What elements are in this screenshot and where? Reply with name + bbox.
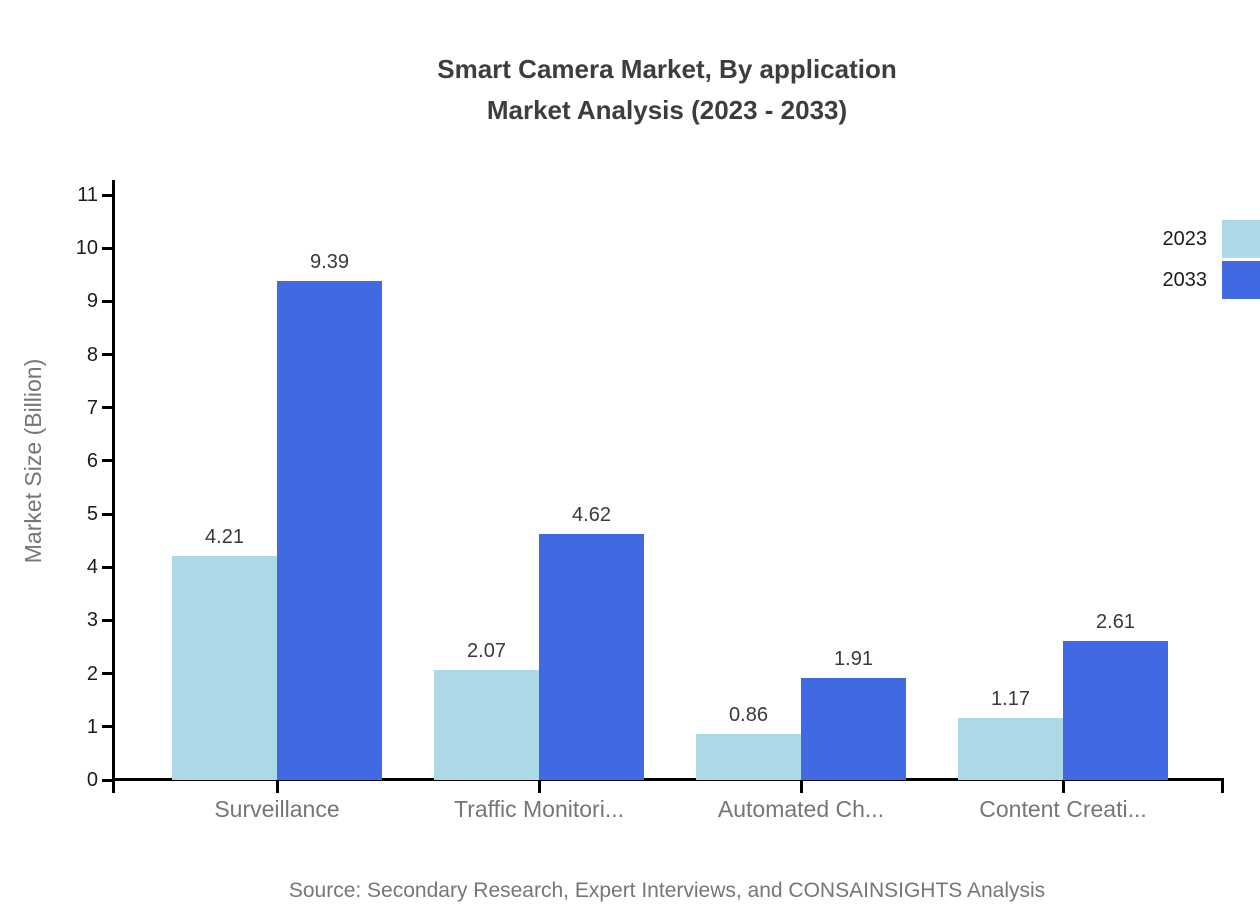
x-axis-tick [799,780,803,793]
y-axis-tick-label: 11 [77,184,98,206]
bar-2023-0 [172,556,277,780]
y-axis-tick [102,512,112,516]
legend-swatch-2033 [1222,261,1260,299]
legend-label-2033: 2033 [1162,269,1208,291]
bar-value-label: 0.86 [729,704,768,727]
bar-value-label: 2.07 [467,639,506,662]
bar-2023-3 [958,717,1063,780]
legend-item-2033: 2033 [1040,261,1260,299]
legend-swatch-2023 [1222,220,1260,258]
y-axis-tick-label: 3 [86,609,98,632]
bar-value-label: 4.62 [572,504,611,527]
legend-item-2023: 2023 [1040,220,1260,258]
y-axis-tick [102,299,112,303]
y-axis-line [112,180,115,793]
chart-title-line-1: Smart Camera Market, By application [437,54,897,84]
y-axis-tick [102,406,112,410]
bar-value-label: 1.91 [834,648,873,671]
y-axis-tick [102,193,112,197]
bar-2023-2 [696,734,801,780]
y-axis-tick-label: 5 [86,503,98,526]
x-axis-end-tick [1221,778,1224,793]
y-axis-tick [102,459,112,463]
y-axis-tick [102,353,112,357]
x-axis-line [112,778,1224,781]
y-axis-tick [102,725,112,729]
bar-2033-1 [539,534,644,780]
y-axis-tick [102,246,112,250]
bar-2033-0 [277,280,382,780]
x-category-label: Traffic Monitori... [454,796,624,822]
x-category-label: Automated Ch... [717,796,885,822]
y-axis-tick-label: 10 [75,237,98,260]
y-axis-tick-label: 6 [86,449,98,472]
y-axis-tick-label: 0 [86,769,98,791]
y-axis-tick [102,565,112,569]
y-axis-tick [102,618,112,622]
y-axis-tick-label: 8 [86,343,98,366]
bar-2023-1 [434,669,539,780]
y-axis-tick-label: 1 [86,715,98,738]
x-axis-tick [275,780,279,793]
bar-value-label: 2.61 [1096,611,1135,634]
legend-label-2023: 2023 [1162,228,1208,250]
bar-value-label: 1.17 [991,687,1030,710]
bar-2033-2 [801,678,906,780]
y-axis-tick-label: 9 [86,290,98,313]
bar-value-label: 9.39 [310,250,349,273]
x-category-label: Surveillance [214,796,340,822]
bar-2033-3 [1063,641,1168,780]
y-axis-tick [102,672,112,676]
y-axis-tick-label: 4 [86,556,98,579]
y-axis-tick-label: 2 [86,662,98,685]
y-axis-tick-label: 7 [86,396,98,419]
chart-title-line-2: Market Analysis (2023 - 2033) [486,95,848,125]
chart-title: Smart Camera Market, By application Mark… [67,49,1260,131]
legend: 2023 2033 [1040,220,1260,302]
x-category-label: Content Creati... [979,796,1147,822]
x-axis-tick [537,780,541,793]
y-axis-tick [102,778,112,782]
source-note: Source: Secondary Research, Expert Inter… [288,879,1046,902]
bar-value-label: 4.21 [205,526,244,549]
x-axis-tick [1061,780,1065,793]
